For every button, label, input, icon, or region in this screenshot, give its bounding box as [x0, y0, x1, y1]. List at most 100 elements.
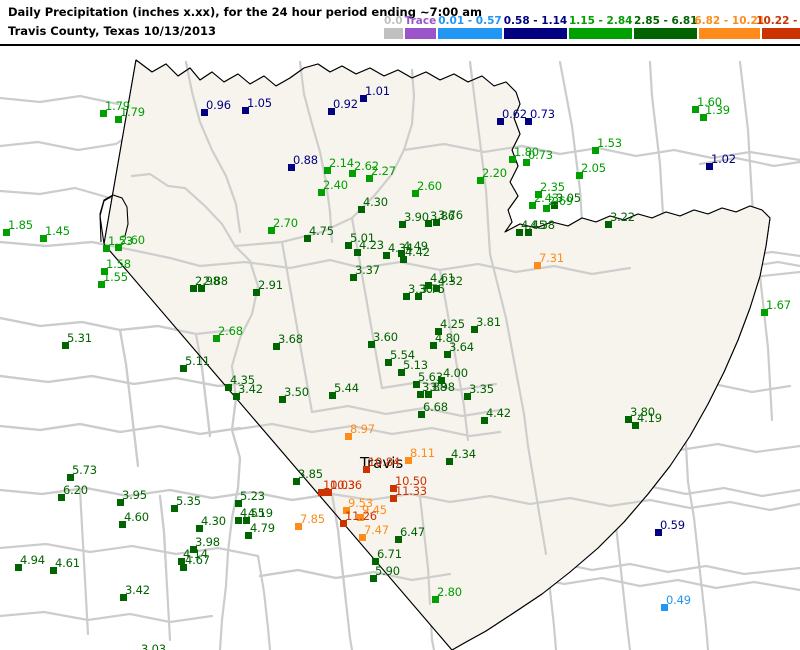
station-marker-icon [403, 293, 410, 300]
station-value-label: 1.39 [705, 103, 730, 117]
station-value-label: 0.49 [666, 593, 691, 607]
station-marker-icon [360, 95, 367, 102]
station-value-label: 0.88 [293, 153, 318, 167]
travis-county-outline-top [103, 59, 771, 650]
station-marker-icon [430, 342, 437, 349]
station-value-label: 2.98 [195, 274, 220, 288]
station-value-label: 5.90 [375, 564, 400, 578]
station-value-label: 1.79 [105, 99, 130, 113]
station-marker-icon [324, 167, 331, 174]
station-value-label: 1.53 [108, 234, 133, 248]
station-marker-icon [67, 474, 74, 481]
station-marker-icon [325, 489, 332, 496]
station-value-label: 0.96 [206, 98, 231, 112]
legend-label: 2.85 - 6.81 [633, 15, 698, 27]
station-value-label: 4.34 [451, 447, 476, 461]
station-marker-icon [477, 177, 484, 184]
station-marker-icon [350, 274, 357, 281]
station-value-label: 4.23 [359, 238, 384, 252]
station-value-label: 4.67 [185, 553, 210, 567]
station-value-label: 5.11 [185, 354, 210, 368]
station-marker-icon [415, 293, 422, 300]
legend-color-swatch [569, 28, 633, 39]
station-marker-icon [235, 500, 242, 507]
station-value-label: 3.50 [284, 385, 309, 399]
station-marker-icon [425, 282, 432, 289]
station-marker-icon [435, 328, 442, 335]
station-value-label: 2.20 [482, 166, 507, 180]
station-value-label: 2.40 [323, 178, 348, 192]
station-value-label: 9.53 [348, 496, 373, 510]
station-marker-icon [288, 164, 295, 171]
station-value-label: 3.42 [238, 382, 263, 396]
station-marker-icon [390, 495, 397, 502]
station-marker-icon [242, 107, 249, 114]
station-marker-icon [198, 285, 205, 292]
station-marker-icon [40, 235, 47, 242]
station-value-label: 5.31 [67, 331, 92, 345]
station-value-label: 3.05 [556, 191, 581, 205]
station-marker-icon [100, 110, 107, 117]
station-marker-icon [343, 507, 350, 514]
station-marker-icon [213, 335, 220, 342]
station-value-label: 4.45 [521, 218, 546, 232]
header: Daily Precipitation (inches x.xx), for t… [0, 0, 800, 44]
station-marker-icon [661, 604, 668, 611]
station-value-label: 3.95 [122, 488, 147, 502]
station-value-label: 2.69 [548, 194, 573, 208]
station-marker-icon [412, 190, 419, 197]
station-marker-icon [62, 342, 69, 349]
station-value-label: 4.32 [438, 274, 463, 288]
station-value-label: 8.97 [350, 422, 375, 436]
station-marker-icon [425, 391, 432, 398]
station-value-label: 2.88 [203, 274, 228, 288]
station-marker-icon [295, 523, 302, 530]
station-value-label: 5.13 [403, 358, 428, 372]
station-marker-icon [119, 521, 126, 528]
station-marker-icon [370, 575, 377, 582]
station-value-label: 3.76 [438, 208, 463, 222]
legend-color-swatch [634, 28, 698, 39]
station-marker-icon [115, 116, 122, 123]
legend-color-swatch [404, 28, 437, 39]
station-marker-icon [446, 458, 453, 465]
station-value-label: 1.02 [711, 152, 736, 166]
station-marker-icon [471, 326, 478, 333]
station-value-label: 3.37 [355, 263, 380, 277]
station-marker-icon [692, 106, 699, 113]
station-marker-icon [523, 159, 530, 166]
station-value-label: 3.75 [420, 283, 445, 295]
station-value-label: 3.35 [469, 382, 494, 396]
station-marker-icon [385, 359, 392, 366]
station-value-label: 5.44 [334, 381, 359, 395]
legend-label: 10.22 - 11.33 [756, 15, 800, 27]
station-marker-icon [3, 229, 10, 236]
station-marker-icon [444, 351, 451, 358]
station-value-label: 4.49 [403, 239, 428, 253]
station-value-label: 3.64 [449, 340, 474, 354]
station-value-label: 5.01 [350, 231, 375, 245]
station-value-label: 3.22 [610, 210, 635, 224]
legend-color-swatch [503, 28, 568, 39]
station-marker-icon [318, 189, 325, 196]
station-value-label: 3.86 [430, 209, 455, 223]
station-value-label: 3.42 [125, 583, 150, 597]
station-marker-icon [354, 249, 361, 256]
legend-label: 0.0 [384, 15, 403, 27]
station-value-label: 3.81 [476, 315, 501, 329]
legend-item: Trace [404, 16, 437, 39]
station-value-label: 4.00 [443, 366, 468, 380]
map-frame: Travis 1.79 1.79 0.96 1.05 0.92 1.01 0.62 0.73 1… [0, 44, 800, 650]
station-value-label: 4.61 [55, 556, 80, 570]
station-value-label: 10.84 [368, 455, 400, 469]
station-value-label: 3.98 [195, 535, 220, 549]
station-marker-icon [358, 206, 365, 213]
station-value-label: 2.62 [354, 159, 379, 173]
station-value-label: 4.14 [183, 547, 208, 561]
station-value-label: 4.38 [530, 218, 555, 232]
station-value-label: 4.25 [440, 317, 465, 331]
station-marker-icon [245, 532, 252, 539]
station-marker-icon [273, 343, 280, 350]
station-value-label: 4.34 [388, 241, 413, 255]
